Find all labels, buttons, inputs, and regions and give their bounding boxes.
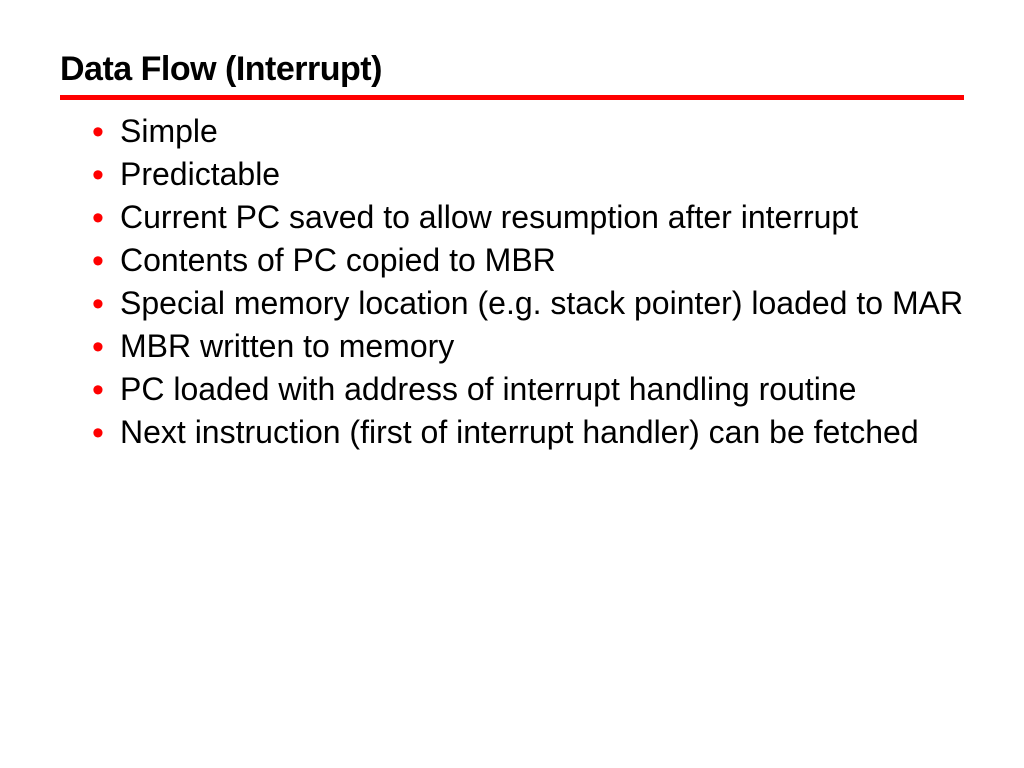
slide-title: Data Flow (Interrupt) (60, 50, 964, 89)
list-item: Special memory location (e.g. stack poin… (92, 284, 964, 323)
bullet-text: Contents of PC copied to MBR (120, 242, 556, 278)
slide-container: Data Flow (Interrupt) Simple Predictable… (0, 0, 1024, 768)
bullet-list: Simple Predictable Current PC saved to a… (60, 112, 964, 452)
bullet-text: Simple (120, 113, 218, 149)
list-item: Next instruction (first of interrupt han… (92, 413, 964, 452)
bullet-text: Next instruction (first of interrupt han… (120, 414, 919, 450)
bullet-text: PC loaded with address of interrupt hand… (120, 371, 856, 407)
list-item: Predictable (92, 155, 964, 194)
bullet-text: Special memory location (e.g. stack poin… (120, 285, 963, 321)
bullet-text: MBR written to memory (120, 328, 454, 364)
list-item: Contents of PC copied to MBR (92, 241, 964, 280)
title-underline (60, 95, 964, 100)
bullet-text: Current PC saved to allow resumption aft… (120, 199, 858, 235)
list-item: MBR written to memory (92, 327, 964, 366)
bullet-text: Predictable (120, 156, 280, 192)
list-item: PC loaded with address of interrupt hand… (92, 370, 964, 409)
list-item: Simple (92, 112, 964, 151)
list-item: Current PC saved to allow resumption aft… (92, 198, 964, 237)
